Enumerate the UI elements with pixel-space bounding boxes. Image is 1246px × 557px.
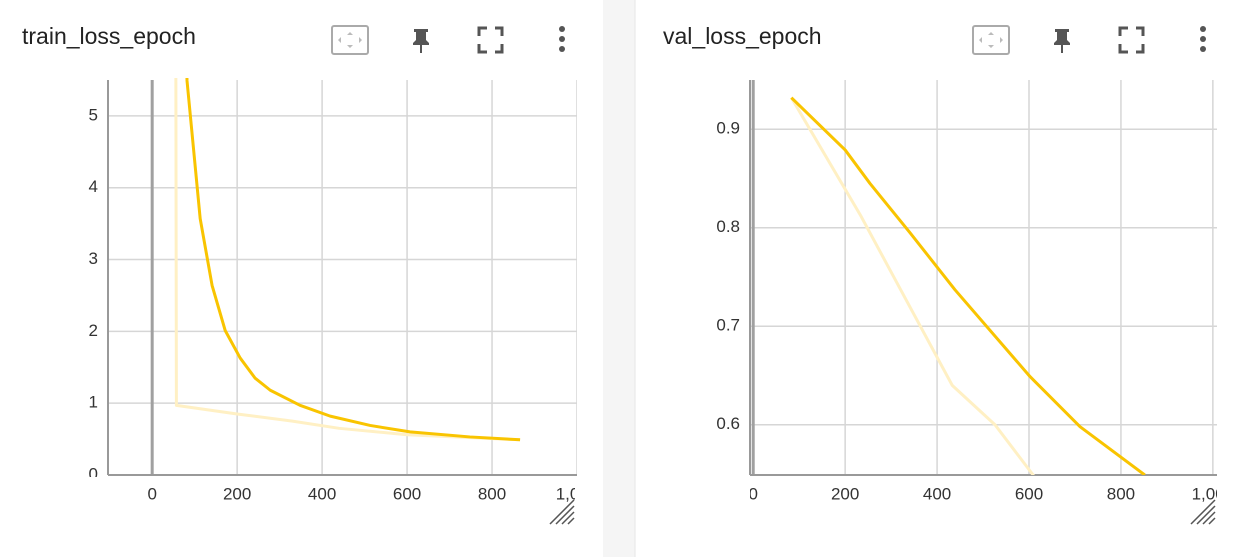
resize-handle[interactable] — [1190, 499, 1216, 525]
x-tick-label: 200 — [831, 484, 859, 503]
resize-handle[interactable] — [549, 499, 575, 525]
series-line — [185, 78, 521, 442]
y-tick-label: 0 — [89, 464, 98, 483]
y-tick-label: 5 — [89, 105, 98, 124]
fullscreen-button[interactable] — [477, 26, 504, 54]
plot-area — [790, 96, 1146, 475]
y-tick-label: 0.7 — [716, 316, 740, 335]
y-axis-labels: 0.6 0.7 0.8 0.9 — [716, 119, 740, 434]
x-tick-label: 400 — [308, 484, 336, 503]
grid — [108, 80, 577, 475]
fit-domain-button[interactable] — [972, 25, 1010, 55]
pin-button[interactable] — [1054, 29, 1070, 53]
pin-button[interactable] — [413, 29, 429, 53]
series-line — [790, 96, 1146, 475]
y-tick-label: 4 — [89, 177, 98, 196]
fullscreen-button[interactable] — [1118, 26, 1145, 54]
series-line — [174, 78, 521, 442]
y-tick-label: 0.9 — [716, 119, 740, 138]
more-button[interactable] — [1200, 26, 1206, 52]
x-tick-label: 0 — [748, 484, 757, 503]
x-axis-labels: 0 200 400 600 800 1,000 — [147, 484, 599, 503]
x-tick-label: 1,000 — [1192, 484, 1235, 503]
more-button[interactable] — [559, 26, 565, 52]
card-toolbar — [972, 25, 1206, 55]
x-tick-label: 600 — [1015, 484, 1043, 503]
x-tick-label: 0 — [147, 484, 156, 503]
y-tick-label: 0.6 — [716, 414, 740, 433]
y-tick-label: 3 — [89, 249, 98, 268]
x-tick-label: 800 — [1107, 484, 1135, 503]
x-tick-label: 800 — [478, 484, 506, 503]
y-tick-label: 0.8 — [716, 217, 740, 236]
y-axis-labels: 0 1 2 3 4 5 — [89, 105, 98, 483]
panel-gap — [603, 0, 635, 557]
x-tick-label: 600 — [393, 484, 421, 503]
card-toolbar — [331, 25, 565, 55]
y-tick-label: 1 — [89, 393, 98, 412]
x-tick-label: 400 — [923, 484, 951, 503]
x-axis-labels: 0 200 400 600 800 1,000 — [748, 484, 1235, 503]
card-title: train_loss_epoch — [22, 23, 196, 49]
plot-area — [174, 78, 521, 442]
card-title: val_loss_epoch — [663, 23, 822, 49]
series-line — [790, 96, 1035, 475]
fit-domain-button[interactable] — [331, 25, 369, 55]
x-tick-label: 200 — [223, 484, 251, 503]
y-tick-label: 2 — [89, 321, 98, 340]
x-tick-label: 1,000 — [556, 484, 599, 503]
grid — [750, 80, 1217, 475]
